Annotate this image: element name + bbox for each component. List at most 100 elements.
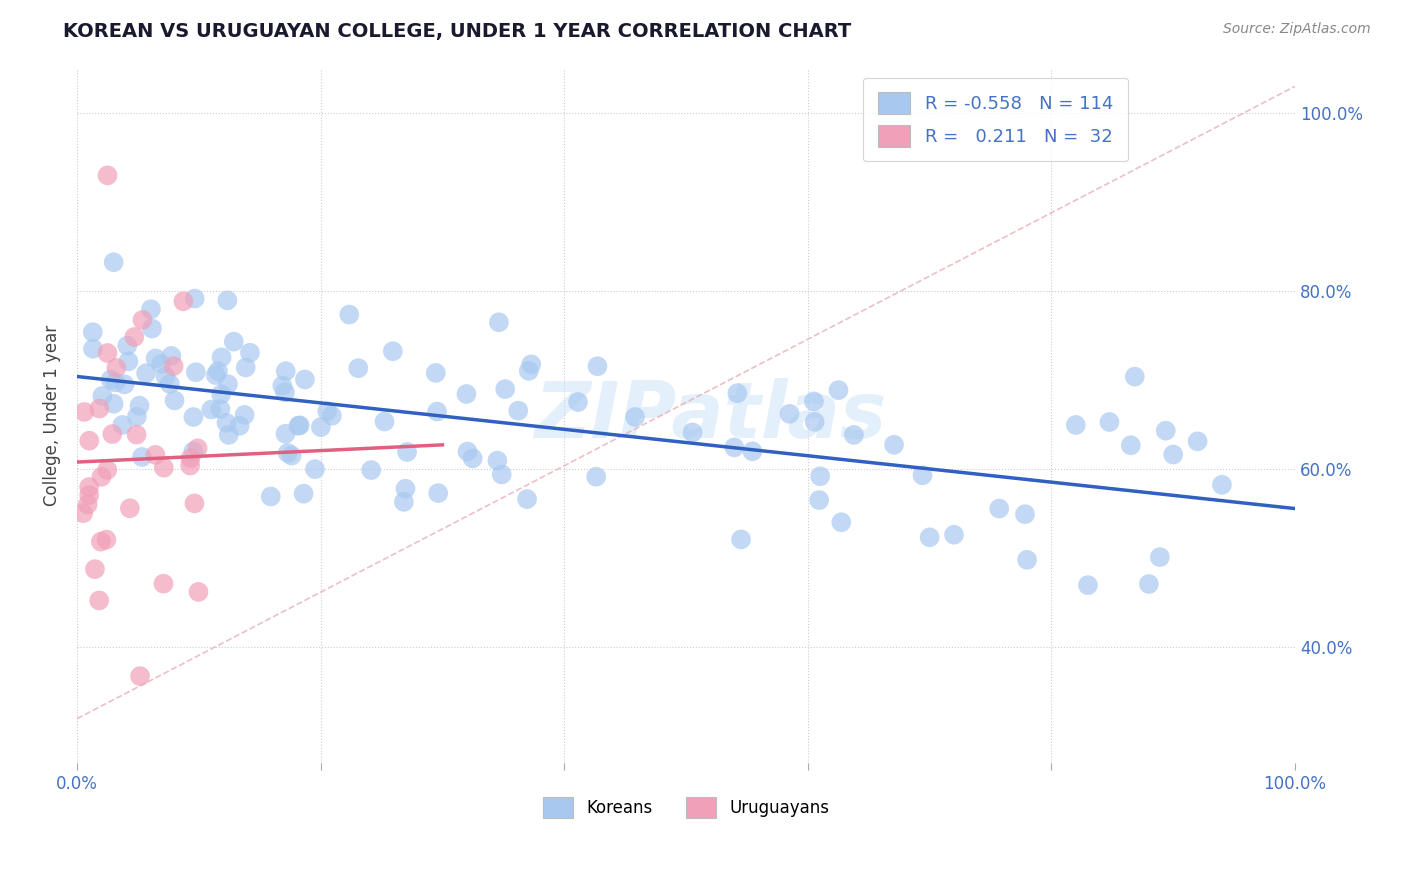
Point bbox=[217, 377, 239, 392]
Point bbox=[90, 534, 112, 549]
Point bbox=[586, 359, 609, 374]
Point bbox=[830, 515, 852, 529]
Point bbox=[184, 365, 207, 379]
Point bbox=[456, 444, 478, 458]
Point bbox=[808, 493, 831, 508]
Point bbox=[117, 354, 139, 368]
Point bbox=[427, 486, 450, 500]
Point bbox=[842, 428, 865, 442]
Point bbox=[129, 669, 152, 683]
Point bbox=[131, 313, 153, 327]
Point bbox=[163, 393, 186, 408]
Point bbox=[803, 394, 825, 409]
Point bbox=[347, 361, 370, 376]
Point bbox=[183, 409, 205, 424]
Point bbox=[141, 321, 163, 335]
Point bbox=[77, 488, 100, 502]
Point bbox=[1077, 578, 1099, 592]
Point bbox=[394, 482, 416, 496]
Point bbox=[517, 364, 540, 378]
Point bbox=[808, 469, 831, 483]
Point bbox=[96, 169, 118, 183]
Point bbox=[288, 418, 311, 433]
Point bbox=[73, 405, 96, 419]
Point bbox=[567, 395, 589, 409]
Point bbox=[883, 438, 905, 452]
Point bbox=[426, 404, 449, 418]
Point bbox=[118, 501, 141, 516]
Point bbox=[91, 389, 114, 403]
Point bbox=[152, 576, 174, 591]
Point bbox=[114, 377, 136, 392]
Point bbox=[425, 366, 447, 380]
Point bbox=[624, 409, 647, 424]
Point bbox=[76, 498, 98, 512]
Text: ZIPatlas: ZIPatlas bbox=[534, 378, 887, 454]
Point bbox=[723, 441, 745, 455]
Point bbox=[101, 427, 124, 442]
Point bbox=[104, 376, 127, 390]
Point bbox=[105, 360, 128, 375]
Point bbox=[292, 486, 315, 500]
Point bbox=[682, 425, 704, 440]
Point bbox=[159, 376, 181, 391]
Point bbox=[153, 460, 176, 475]
Point bbox=[741, 444, 763, 458]
Point bbox=[96, 533, 118, 547]
Point bbox=[135, 366, 157, 380]
Point bbox=[187, 585, 209, 599]
Point bbox=[89, 401, 111, 416]
Point bbox=[218, 428, 240, 442]
Point bbox=[84, 562, 107, 576]
Point bbox=[274, 364, 297, 378]
Point bbox=[309, 420, 332, 434]
Point bbox=[209, 387, 232, 401]
Point bbox=[96, 346, 118, 360]
Point bbox=[381, 344, 404, 359]
Point bbox=[77, 434, 100, 448]
Point bbox=[172, 294, 194, 309]
Point bbox=[207, 364, 229, 378]
Point bbox=[827, 383, 849, 397]
Point bbox=[200, 402, 222, 417]
Point bbox=[211, 351, 233, 365]
Point bbox=[280, 449, 302, 463]
Point bbox=[1187, 434, 1209, 449]
Point bbox=[233, 408, 256, 422]
Point bbox=[125, 427, 148, 442]
Point bbox=[274, 385, 297, 400]
Point bbox=[1123, 369, 1146, 384]
Point bbox=[1149, 550, 1171, 565]
Point bbox=[222, 334, 245, 349]
Point bbox=[304, 462, 326, 476]
Point bbox=[520, 357, 543, 371]
Point bbox=[150, 357, 173, 371]
Point bbox=[461, 451, 484, 466]
Point bbox=[111, 417, 134, 432]
Point bbox=[287, 418, 309, 433]
Point bbox=[179, 458, 201, 473]
Point bbox=[183, 444, 205, 458]
Point bbox=[730, 533, 752, 547]
Point bbox=[72, 506, 94, 520]
Point bbox=[209, 402, 232, 417]
Point bbox=[1154, 424, 1177, 438]
Y-axis label: College, Under 1 year: College, Under 1 year bbox=[44, 326, 60, 507]
Point bbox=[103, 255, 125, 269]
Point bbox=[1211, 478, 1233, 492]
Point bbox=[494, 382, 516, 396]
Point bbox=[491, 467, 513, 482]
Point bbox=[239, 345, 262, 359]
Point bbox=[516, 492, 538, 507]
Point bbox=[1014, 507, 1036, 521]
Point bbox=[1015, 553, 1038, 567]
Point bbox=[943, 527, 966, 541]
Point bbox=[235, 360, 257, 375]
Point bbox=[1098, 415, 1121, 429]
Point bbox=[90, 470, 112, 484]
Point bbox=[321, 409, 343, 423]
Point bbox=[277, 446, 299, 460]
Point bbox=[725, 386, 748, 401]
Point bbox=[160, 349, 183, 363]
Point bbox=[139, 302, 162, 317]
